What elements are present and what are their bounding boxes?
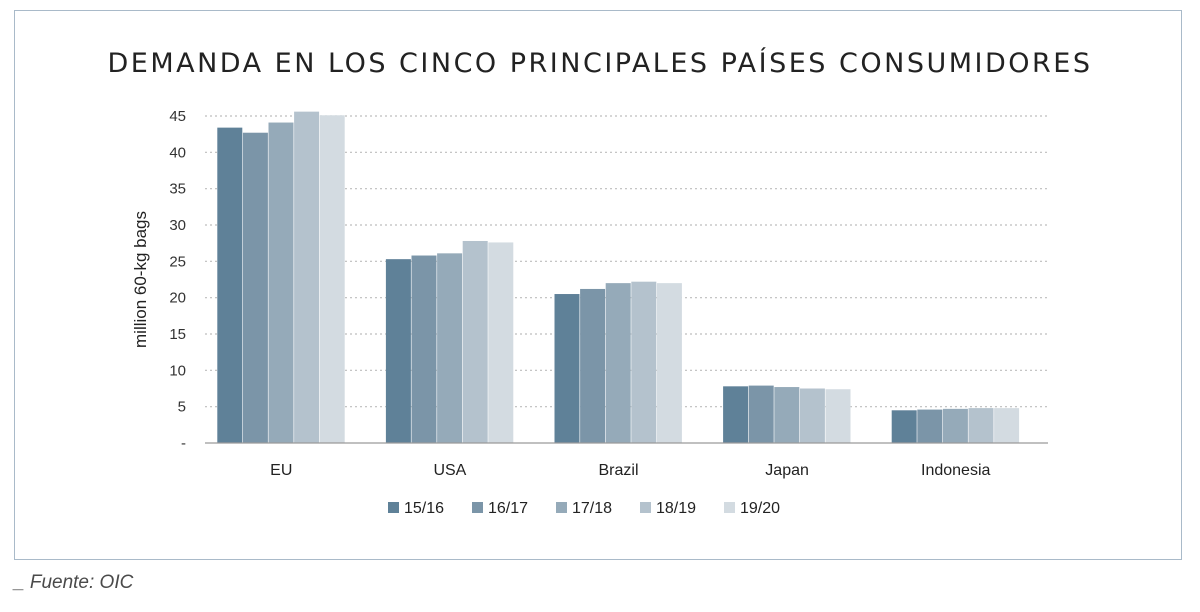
x-tick-label: EU: [270, 462, 292, 479]
legend-label: 17/18: [572, 500, 612, 517]
y-tick-label: 45: [169, 108, 186, 125]
bar-usa-19-20: [488, 242, 514, 443]
x-tick-label: Indonesia: [921, 462, 990, 479]
legend-swatch: [388, 502, 399, 513]
legend: 15/16 16/17 17/18 18/19 19/20: [388, 500, 780, 517]
bar-brazil-15-16: [554, 294, 580, 443]
y-tick-label: -: [181, 435, 186, 452]
x-tick-label: USA: [433, 462, 466, 479]
bar-eu-18-19: [294, 111, 320, 443]
y-tick-label: 20: [169, 290, 186, 307]
legend-label: 19/20: [740, 500, 780, 517]
bar-japan-15-16: [723, 386, 749, 443]
y-axis-label: million 60-kg bags: [131, 211, 150, 348]
bar-usa-18-19: [462, 240, 488, 443]
x-tick-label: Brazil: [598, 462, 638, 479]
bar-indonesia-16-17: [917, 409, 943, 443]
bar-eu-19-20: [319, 115, 345, 444]
legend-swatch: [472, 502, 483, 513]
bar-eu-15-16: [217, 127, 243, 444]
bar-brazil-19-20: [656, 283, 682, 443]
bar-indonesia-18-19: [968, 408, 994, 443]
legend-label: 18/19: [656, 500, 696, 517]
legend-swatch: [640, 502, 651, 513]
bar-japan-19-20: [825, 389, 851, 443]
source-note: _ Fuente: OIC: [14, 572, 134, 593]
y-tick-label: 10: [169, 362, 186, 379]
legend-label: 16/17: [488, 500, 528, 517]
bar-indonesia-17-18: [942, 408, 968, 443]
bar-brazil-17-18: [605, 283, 631, 443]
chart-frame: [14, 10, 1182, 560]
bar-usa-17-18: [437, 253, 463, 443]
y-tick-label: 35: [169, 181, 186, 198]
y-tick-label: 30: [169, 217, 186, 234]
y-tick-label: 5: [178, 399, 186, 416]
bar-eu-17-18: [268, 122, 294, 443]
legend-swatch: [556, 502, 567, 513]
bar-eu-16-17: [242, 132, 268, 444]
legend-swatch: [724, 502, 735, 513]
y-tick-label: 15: [169, 326, 186, 343]
y-tick-label: 25: [169, 253, 186, 270]
bar-brazil-16-17: [580, 288, 606, 443]
bar-usa-16-17: [411, 255, 437, 443]
bar-japan-17-18: [774, 387, 800, 443]
y-tick-label: 40: [169, 144, 186, 161]
bar-brazil-18-19: [631, 281, 657, 443]
chart-title: DEMANDA EN LOS CINCO PRINCIPALES PAÍSES …: [107, 48, 1093, 79]
bar-indonesia-19-20: [994, 408, 1020, 443]
bar-japan-18-19: [799, 388, 825, 443]
legend-label: 15/16: [404, 500, 444, 517]
bar-usa-15-16: [385, 259, 411, 443]
x-tick-label: Japan: [765, 462, 809, 479]
y-axis-ticks: - 5 10 15 20 25 30 35 40 45: [169, 108, 186, 452]
bar-indonesia-15-16: [891, 410, 917, 443]
bars: [217, 111, 1020, 444]
x-axis-labels: EU USA Brazil Japan Indonesia: [270, 462, 990, 479]
bar-japan-16-17: [748, 385, 774, 443]
